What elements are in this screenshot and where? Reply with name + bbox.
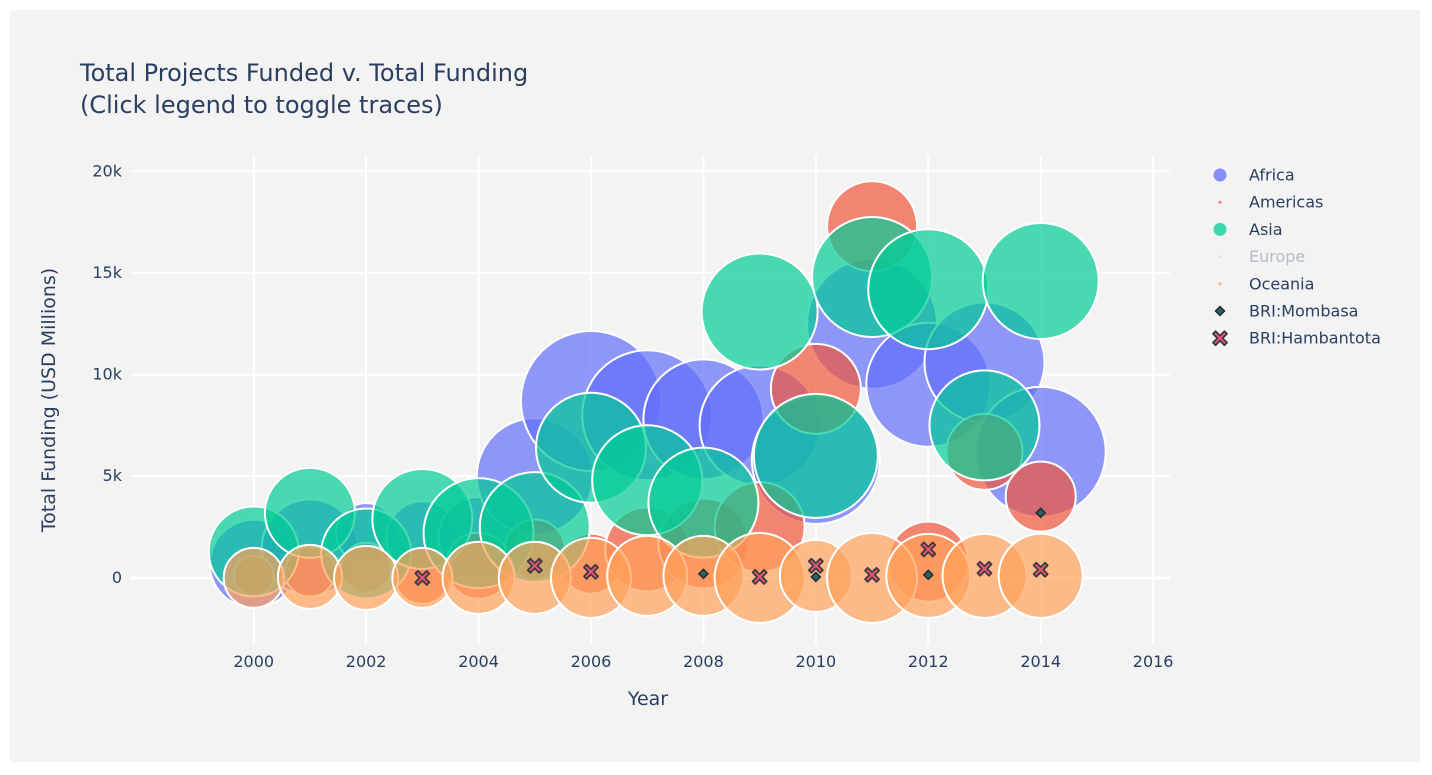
legend-item-bri-hambantota[interactable]: BRI:Hambantota — [1212, 329, 1381, 348]
diamond-point[interactable] — [1035, 507, 1047, 519]
series-bri-mombasa — [697, 507, 1047, 583]
chart-title: Total Projects Funded v. Total Funding (… — [79, 59, 528, 119]
legend-symbol — [1212, 330, 1228, 347]
x-point[interactable] — [583, 563, 599, 580]
data-layer — [207, 180, 1107, 624]
legend-item-bri-mombasa[interactable]: BRI:Mombasa — [1214, 302, 1359, 321]
x-tick-label: 2016 — [1133, 652, 1174, 671]
bubble-point[interactable] — [997, 532, 1084, 619]
legend-item-europe[interactable]: Europe — [1218, 247, 1306, 266]
x-tick-label: 2000 — [233, 652, 274, 671]
bubble-point[interactable] — [867, 228, 990, 351]
legend-item-africa[interactable]: Africa — [1213, 166, 1295, 185]
legend-label: BRI:Hambantota — [1249, 329, 1381, 348]
bubble-point[interactable] — [981, 222, 1100, 341]
x-tick-label: 2010 — [795, 652, 836, 671]
x-tick-label: 2014 — [1020, 652, 1061, 671]
legend-label: Americas — [1249, 193, 1323, 212]
x-point[interactable] — [864, 566, 880, 583]
series-bri-hambantota — [414, 541, 1049, 586]
x-point[interactable] — [526, 557, 543, 574]
bubble-point[interactable] — [333, 544, 400, 611]
diamond-point[interactable] — [922, 569, 934, 581]
legend: Africa Americas Asia Europe Oceania BRI:Momba… — [1212, 166, 1381, 348]
legend-label: Asia — [1249, 220, 1283, 239]
legend-label: Oceania — [1249, 274, 1314, 293]
legend-item-americas[interactable]: Americas — [1218, 193, 1324, 212]
bubble-point[interactable] — [276, 543, 343, 610]
x-axis-title: Year — [627, 688, 668, 710]
x-point[interactable] — [1032, 561, 1049, 578]
bubble-point[interactable] — [222, 546, 285, 609]
y-tick-label: 0 — [112, 568, 122, 587]
legend-label: BRI:Mombasa — [1249, 302, 1358, 321]
x-tick-label: 2012 — [908, 652, 949, 671]
legend-symbol — [1214, 305, 1226, 317]
y-tick-label: 10k — [92, 365, 122, 384]
legend-symbol — [1213, 222, 1227, 236]
axis-ticks: 2000 2002 2004 2006 2008 2010 2012 2014 2016 0 5k 1… — [92, 161, 1173, 671]
bubble-point[interactable] — [1004, 460, 1077, 533]
x-point[interactable] — [920, 541, 937, 558]
bubble-point[interactable] — [928, 369, 1041, 482]
bubble-point[interactable] — [752, 392, 879, 519]
legend-item-oceania[interactable]: Oceania — [1218, 274, 1315, 293]
x-point[interactable] — [414, 570, 431, 586]
diamond-point[interactable] — [810, 571, 822, 583]
y-axis-title: Total Funding (USD Millions) — [38, 268, 60, 533]
legend-symbol — [1218, 200, 1222, 204]
legend-symbol — [1218, 282, 1222, 286]
x-tick-label: 2006 — [571, 652, 612, 671]
legend-symbol — [1213, 168, 1227, 182]
x-tick-label: 2004 — [458, 652, 499, 671]
x-point[interactable] — [976, 560, 993, 577]
y-tick-label: 5k — [103, 466, 123, 485]
y-tick-label: 15k — [92, 263, 122, 282]
x-tick-label: 2008 — [683, 652, 724, 671]
y-tick-label: 20k — [92, 161, 122, 180]
x-point[interactable] — [807, 557, 824, 574]
chart-title-line-2: (Click legend to toggle traces) — [80, 91, 443, 119]
diamond-point[interactable] — [697, 568, 709, 580]
legend-symbol — [1218, 255, 1222, 259]
x-tick-label: 2002 — [346, 652, 387, 671]
legend-label: Europe — [1249, 247, 1305, 266]
legend-item-asia[interactable]: Asia — [1213, 220, 1283, 239]
legend-label: Africa — [1249, 166, 1295, 185]
x-point[interactable] — [751, 568, 768, 585]
chart-title-line-1: Total Projects Funded v. Total Funding — [79, 59, 528, 87]
bubble-point[interactable] — [700, 252, 819, 371]
